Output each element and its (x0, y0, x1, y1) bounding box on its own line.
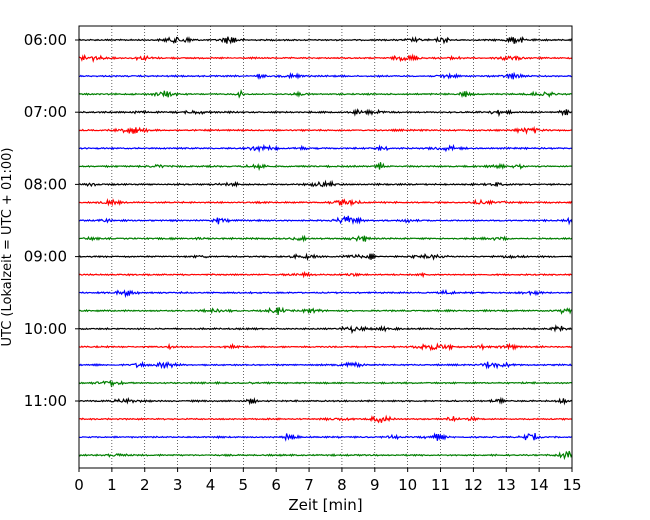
x-tick-label-5: 5 (239, 476, 249, 494)
y-tick-label: 06:00 (24, 31, 67, 49)
trace-09:30 (78, 288, 573, 299)
x-axis-ticks: 0 1 2 3 4 5 6 7 8 9 10 11 12 13 14 15 (74, 468, 582, 494)
trace-06:30 (78, 71, 573, 80)
x-tick-label-14: 14 (530, 476, 549, 494)
x-tick-label-7: 7 (304, 476, 314, 494)
y-tick-label: 10:00 (24, 320, 67, 338)
trace-08:45 (78, 234, 573, 243)
x-tick-label-3: 3 (173, 476, 183, 494)
x-tick-label-2: 2 (140, 476, 150, 494)
trace-07:00 (78, 108, 573, 118)
trace-07:30 (78, 143, 573, 153)
trace-10:45 (78, 379, 573, 388)
trace-08:30 (78, 215, 573, 226)
trace-11:00 (78, 396, 573, 406)
x-tick-label-12: 12 (464, 476, 483, 494)
trace-10:15 (78, 342, 573, 352)
trace-07:45 (78, 162, 573, 172)
y-tick-label: 11:00 (24, 392, 67, 410)
x-tick-label-1: 1 (107, 476, 117, 494)
y-tick-label: 07:00 (24, 103, 67, 121)
trace-08:15 (78, 197, 573, 207)
x-tick-label-8: 8 (337, 476, 347, 494)
plot-frame (78, 25, 573, 469)
trace-11:15 (78, 414, 573, 424)
trace-08:00 (78, 179, 573, 188)
trace-07:15 (78, 125, 573, 135)
x-tick-label-6: 6 (271, 476, 281, 494)
trace-06:45 (78, 89, 573, 99)
trace-11:30 (78, 432, 573, 442)
trace-group (78, 35, 573, 461)
trace-09:15 (78, 270, 573, 279)
x-tick-label-15: 15 (562, 476, 581, 494)
x-tick-label-9: 9 (370, 476, 380, 494)
trace-06:00 (78, 35, 573, 45)
x-tick-label-13: 13 (497, 476, 516, 494)
x-tick-label-4: 4 (206, 476, 216, 494)
y-axis-label: UTC (Lokalzeit = UTC + 01:00) (0, 148, 15, 347)
trace-09:00 (78, 252, 573, 261)
trace-11:45 (78, 450, 573, 461)
x-tick-label-10: 10 (398, 476, 417, 494)
x-tick-label-11: 11 (431, 476, 450, 494)
trace-10:00 (78, 324, 573, 335)
x-tick-label-0: 0 (74, 476, 84, 494)
x-axis-label: Zeit [min] (288, 496, 362, 514)
trace-10:30 (78, 360, 573, 370)
y-tick-label: 09:00 (24, 248, 67, 266)
trace-09:45 (78, 306, 573, 316)
y-tick-label: 08:00 (24, 175, 67, 193)
trace-06:15 (78, 53, 573, 63)
y-axis-ticks: 06:00 07:00 08:00 09:00 10:00 11:00 (24, 31, 79, 410)
